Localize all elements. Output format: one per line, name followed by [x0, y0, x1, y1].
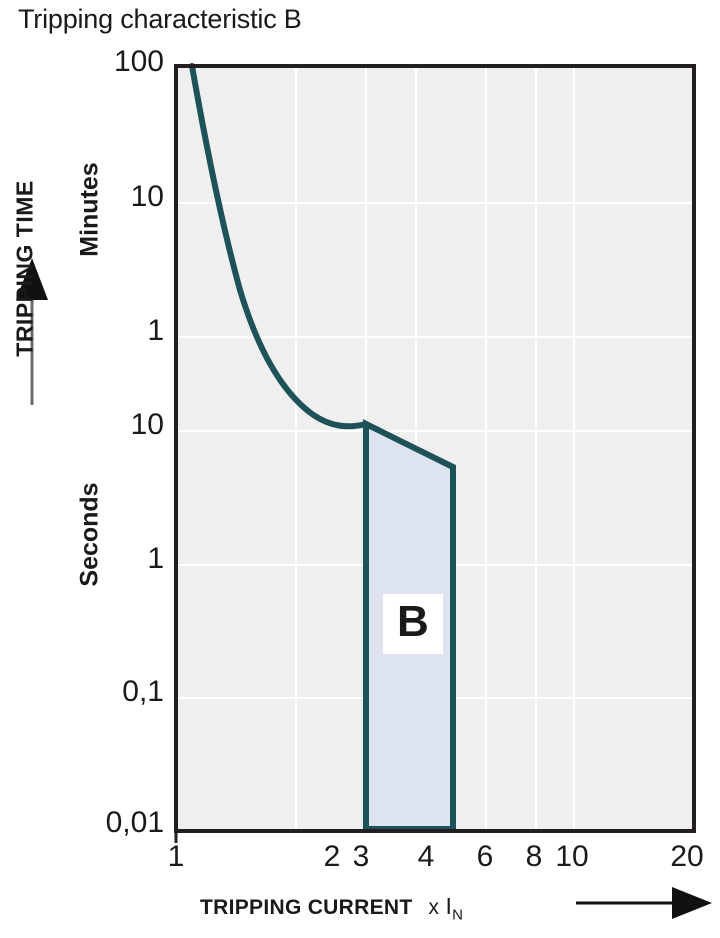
tripping-curve [189, 63, 369, 430]
x-axis-title: TRIPPING CURRENT x IN [200, 893, 463, 924]
x-axis-tick-label: 1 [167, 840, 185, 873]
band-label-b: B [383, 594, 443, 654]
y-axis-tick-label: 10 [130, 408, 164, 441]
y-axis-tick-label: 0,1 [122, 675, 164, 708]
x-axis-multiplier: x [428, 896, 440, 919]
y-axis-tick-label: 100 [113, 45, 164, 78]
x-axis-tick-label: 20 [670, 840, 704, 873]
y-axis-tick-label: 0,01 [105, 806, 164, 839]
x-axis-tick-label: 10 [555, 840, 589, 873]
y-axis-title: TRIPPING TIME [11, 180, 38, 357]
plot-frame [174, 64, 696, 833]
x-axis-title-text: TRIPPING CURRENT [200, 896, 413, 919]
rated-current-subscript: N [452, 906, 464, 924]
x-axis-tick-label: 4 [417, 840, 435, 873]
rated-current-symbol: I [445, 893, 453, 919]
x-axis-tick-label: 2 [323, 840, 341, 873]
page-title: Tripping characteristic B [18, 4, 302, 34]
y-axis-arrow [16, 258, 48, 405]
x-axis-arrow [576, 887, 712, 919]
x-axis-rated-current: IN [445, 893, 463, 924]
x-axis-tick-label: 3 [352, 840, 370, 873]
y-axis-unit-seconds: Seconds [75, 482, 104, 587]
x-axis-tick-label: 8 [525, 840, 543, 873]
y-axis-tick-label: 10 [130, 180, 164, 213]
y-axis-tick-label: 1 [147, 542, 164, 575]
x-axis-tick-label: 6 [476, 840, 494, 873]
y-axis-tick-label: 1 [147, 314, 164, 347]
